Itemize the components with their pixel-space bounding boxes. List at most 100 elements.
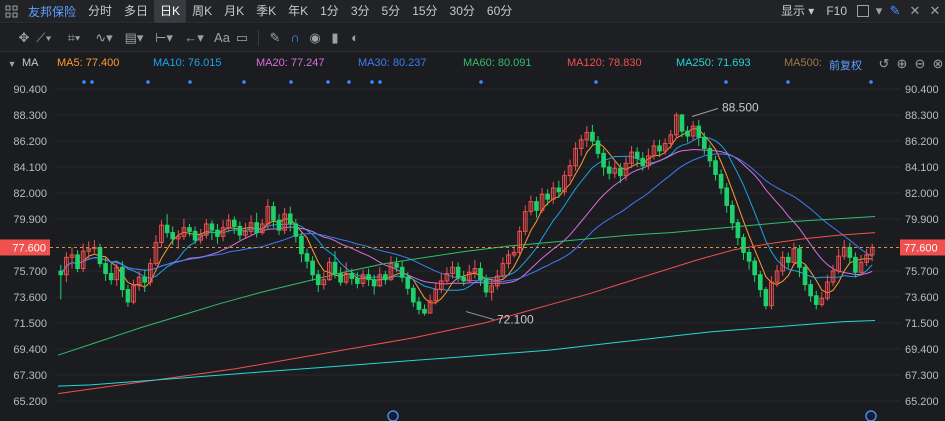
eye-icon[interactable]: ◉ (309, 29, 321, 45)
stock-title[interactable]: 友邦保险 (28, 4, 77, 19)
close-indicator-icon[interactable]: ⊗ (932, 56, 944, 71)
candle-body (148, 263, 153, 283)
period-tab-2[interactable]: 日K (154, 0, 187, 23)
candle-body (282, 213, 287, 231)
candle-body (175, 235, 181, 240)
event-circle-icon (865, 410, 877, 421)
candle-body (220, 227, 226, 237)
line-tool-icon[interactable]: ⟋▾ (36, 29, 52, 45)
close-icon[interactable]: ✕ (929, 3, 941, 18)
y-tick-label-left: 86.200 (13, 136, 47, 148)
candle-body (618, 167, 623, 177)
pen-icon[interactable]: ✎ (269, 29, 281, 45)
ma-line-ma30 (60, 153, 873, 283)
period-tab-4[interactable]: 月K (224, 3, 245, 18)
event-marker-dot (82, 80, 86, 84)
comment-tool-icon[interactable]: ▭ (235, 29, 249, 45)
event-marker-dot (869, 80, 873, 84)
period-tab-8[interactable]: 3分 (350, 3, 370, 18)
adjust-dropdown[interactable]: 前复权 (829, 60, 862, 72)
brush-icon[interactable]: ✎ (889, 3, 901, 18)
candle-body (461, 276, 467, 282)
candle-body (58, 270, 64, 276)
last-price-tag-left (0, 239, 50, 256)
candle-body (606, 166, 612, 174)
y-tick-label-left: 67.300 (13, 370, 47, 382)
period-tab-12[interactable]: 60分 (486, 3, 513, 18)
candle-body (858, 261, 864, 273)
candle-body (142, 276, 148, 283)
candle-body (696, 125, 702, 138)
settings-icon[interactable]: ✕ (909, 3, 921, 18)
candle-body (265, 206, 271, 225)
candle-body (584, 131, 590, 141)
period-tab-5[interactable]: 季K (256, 3, 277, 18)
period-tab-10[interactable]: 15分 (412, 3, 438, 18)
f10-button[interactable]: F10 (826, 3, 847, 18)
event-marker-dot (347, 80, 351, 84)
remove-indicator-icon[interactable]: ⊖ (914, 56, 926, 71)
candle-body (120, 266, 125, 291)
channel-tool-icon[interactable]: ⌗▾ (67, 29, 81, 45)
candle-body (181, 227, 187, 237)
period-tab-3[interactable]: 周K (192, 3, 213, 18)
y-tick-label-left: 65.200 (13, 396, 47, 408)
candle-body (685, 130, 690, 137)
candle-body (271, 206, 276, 221)
candle-body (405, 276, 411, 289)
display-menu-button[interactable]: 显示 ▾ (780, 3, 815, 18)
undo-icon[interactable]: ↺ (878, 56, 890, 71)
toggle-icon[interactable]: ◐ (351, 30, 359, 45)
period-tab-9[interactable]: 5分 (381, 3, 401, 18)
candle-body (494, 275, 500, 287)
candle-body (159, 224, 164, 244)
candle-body (500, 263, 506, 277)
candle-body (438, 280, 444, 291)
ma-legend-item: MA60: 80.091 (463, 57, 532, 69)
collapse-triangle-icon[interactable]: ▼ (7, 59, 17, 69)
low-annotation-line (465, 311, 495, 321)
text-tool-icon[interactable]: Aa (214, 30, 230, 45)
drawing-toolbar: ✥ ⟋▾ ⌗▾ ∿▾ ▤▾ ⊢▾ ←▾ Aa ▭ ✎ ∩ ◉ ▮ ◐ (0, 24, 945, 52)
y-tick-label-left: 73.600 (13, 292, 47, 304)
candle-body (321, 279, 327, 286)
ma-legend-item: MA5: 77.400 (57, 57, 120, 69)
period-tab-0[interactable]: 分时 (88, 3, 113, 18)
candle-body (310, 260, 315, 276)
candlestick-chart[interactable]: 90.400 90.400 88.300 88.300 86.200 86.200 84.1… (0, 76, 945, 421)
ma-legend-item: MA10: 76.015 (153, 57, 222, 69)
chevron-down-icon[interactable]: ▾ (875, 3, 883, 18)
y-tick-label-left: 69.400 (13, 344, 47, 356)
ma-line-ma120 (57, 232, 876, 395)
period-tab-11[interactable]: 30分 (449, 3, 475, 18)
candle-body (573, 147, 578, 167)
checkbox-icon[interactable] (853, 0, 873, 22)
candle-body (545, 193, 550, 200)
candle-body (590, 131, 595, 142)
candle-body (556, 187, 562, 193)
period-tab-6[interactable]: 年K (288, 3, 309, 18)
candle-body (338, 272, 343, 283)
magnet-icon[interactable]: ∩ (290, 30, 300, 45)
candle-body (187, 227, 192, 232)
crosshair-icon[interactable]: ✥ (18, 29, 30, 45)
fib-tool-icon[interactable]: ▤▾ (124, 29, 144, 45)
candle-body (349, 272, 355, 279)
candle-body (355, 277, 360, 284)
event-marker-dot (724, 80, 728, 84)
trash-icon[interactable]: ▮ (331, 29, 339, 45)
candle-body (366, 274, 371, 281)
candle-body (483, 279, 489, 293)
candle-body (388, 263, 394, 281)
candle-body (757, 274, 763, 291)
wave-tool-icon[interactable]: ∿▾ (95, 29, 113, 45)
candle-body (836, 255, 841, 272)
y-tick-label-left: 88.300 (13, 110, 47, 122)
add-indicator-icon[interactable]: ⊕ (896, 56, 908, 71)
arrow-tool-icon[interactable]: ←▾ (184, 29, 204, 45)
period-tab-1[interactable]: 多日 (124, 3, 149, 18)
range-tool-icon[interactable]: ⊢▾ (155, 29, 173, 45)
grid-icon[interactable] (0, 0, 22, 22)
candle-body (360, 274, 366, 284)
period-tab-7[interactable]: 1分 (320, 3, 339, 18)
